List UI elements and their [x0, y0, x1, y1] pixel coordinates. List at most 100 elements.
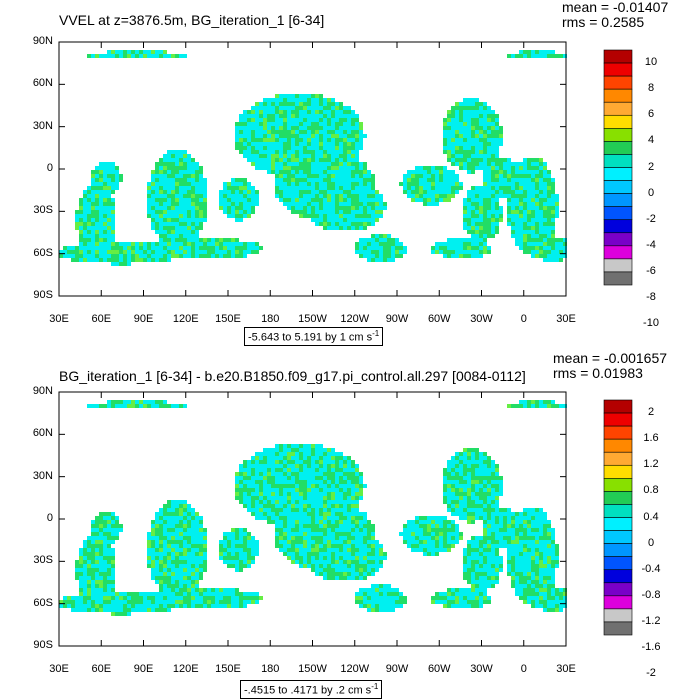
field-cell — [247, 210, 251, 214]
field-cell — [331, 194, 335, 198]
field-cell — [263, 158, 267, 162]
field-cell — [487, 190, 491, 194]
field-cell — [231, 560, 235, 564]
field-cell — [363, 190, 367, 194]
field-cell — [475, 246, 479, 250]
field-cell — [323, 560, 327, 564]
field-cell — [319, 472, 323, 476]
field-cell — [323, 198, 327, 202]
field-cell — [291, 524, 295, 528]
field-cell — [371, 604, 375, 608]
field-cell — [347, 214, 351, 218]
field-cell — [487, 556, 491, 560]
field-cell — [475, 162, 479, 166]
field-cell — [295, 122, 299, 126]
field-cell — [299, 460, 303, 464]
field-cell — [223, 560, 227, 564]
field-cell — [331, 222, 335, 226]
field-cell — [543, 230, 547, 234]
field-cell — [347, 206, 351, 210]
field-cell — [111, 512, 115, 516]
field-cell — [163, 572, 167, 576]
field-cell — [159, 182, 163, 186]
field-cell — [323, 206, 327, 210]
field-cell — [475, 142, 479, 146]
field-cell — [479, 134, 483, 138]
field-cell — [471, 512, 475, 516]
field-cell — [491, 580, 495, 584]
field-cell — [147, 596, 151, 600]
field-cell — [327, 102, 331, 106]
field-cell — [139, 50, 143, 54]
field-cell — [455, 154, 459, 158]
field-cell — [351, 122, 355, 126]
field-cell — [239, 564, 243, 568]
colorbar-swatch — [603, 114, 633, 129]
field-cell — [203, 250, 207, 254]
field-cell — [487, 154, 491, 158]
field-cell — [295, 142, 299, 146]
field-cell — [163, 552, 167, 556]
field-cell — [427, 528, 431, 532]
field-cell — [487, 532, 491, 536]
field-cell — [539, 210, 543, 214]
field-cell — [331, 182, 335, 186]
field-cell — [335, 122, 339, 126]
field-cell — [523, 194, 527, 198]
field-cell — [535, 166, 539, 170]
field-cell — [495, 572, 499, 576]
field-cell — [171, 536, 175, 540]
field-cell — [499, 178, 503, 182]
field-cell — [319, 476, 323, 480]
field-cell — [115, 166, 119, 170]
field-cell — [375, 238, 379, 242]
field-cell — [467, 226, 471, 230]
field-cell — [355, 242, 359, 246]
field-cell — [275, 448, 279, 452]
field-cell — [239, 206, 243, 210]
field-cell — [83, 564, 87, 568]
field-cell — [379, 584, 383, 588]
field-cell — [335, 456, 339, 460]
field-cell — [183, 540, 187, 544]
field-cell — [487, 202, 491, 206]
field-cell — [495, 162, 499, 166]
field-cell — [83, 218, 87, 222]
field-cell — [175, 174, 179, 178]
field-cell — [147, 540, 151, 544]
field-cell — [491, 226, 495, 230]
field-cell — [119, 528, 123, 532]
field-cell — [351, 468, 355, 472]
field-cell — [355, 154, 359, 158]
field-cell — [159, 568, 163, 572]
field-cell — [195, 560, 199, 564]
field-cell — [79, 258, 83, 262]
field-cell — [199, 576, 203, 580]
field-cell — [351, 138, 355, 142]
field-cell — [287, 146, 291, 150]
field-cell — [271, 500, 275, 504]
field-cell — [199, 540, 203, 544]
field-cell — [455, 126, 459, 130]
field-cell — [315, 154, 319, 158]
field-cell — [251, 122, 255, 126]
field-cell — [335, 198, 339, 202]
field-cell — [319, 166, 323, 170]
field-cell — [275, 532, 279, 536]
field-cell — [487, 456, 491, 460]
field-cell — [311, 146, 315, 150]
field-cell — [103, 548, 107, 552]
field-cell — [331, 508, 335, 512]
field-cell — [367, 564, 371, 568]
field-cell — [371, 528, 375, 532]
field-cell — [347, 520, 351, 524]
field-cell — [307, 158, 311, 162]
field-cell — [535, 250, 539, 254]
field-cell — [183, 548, 187, 552]
field-cell — [315, 572, 319, 576]
field-cell — [287, 114, 291, 118]
field-cell — [267, 158, 271, 162]
field-cell — [435, 520, 439, 524]
field-cell — [483, 178, 487, 182]
field-cell — [287, 504, 291, 508]
